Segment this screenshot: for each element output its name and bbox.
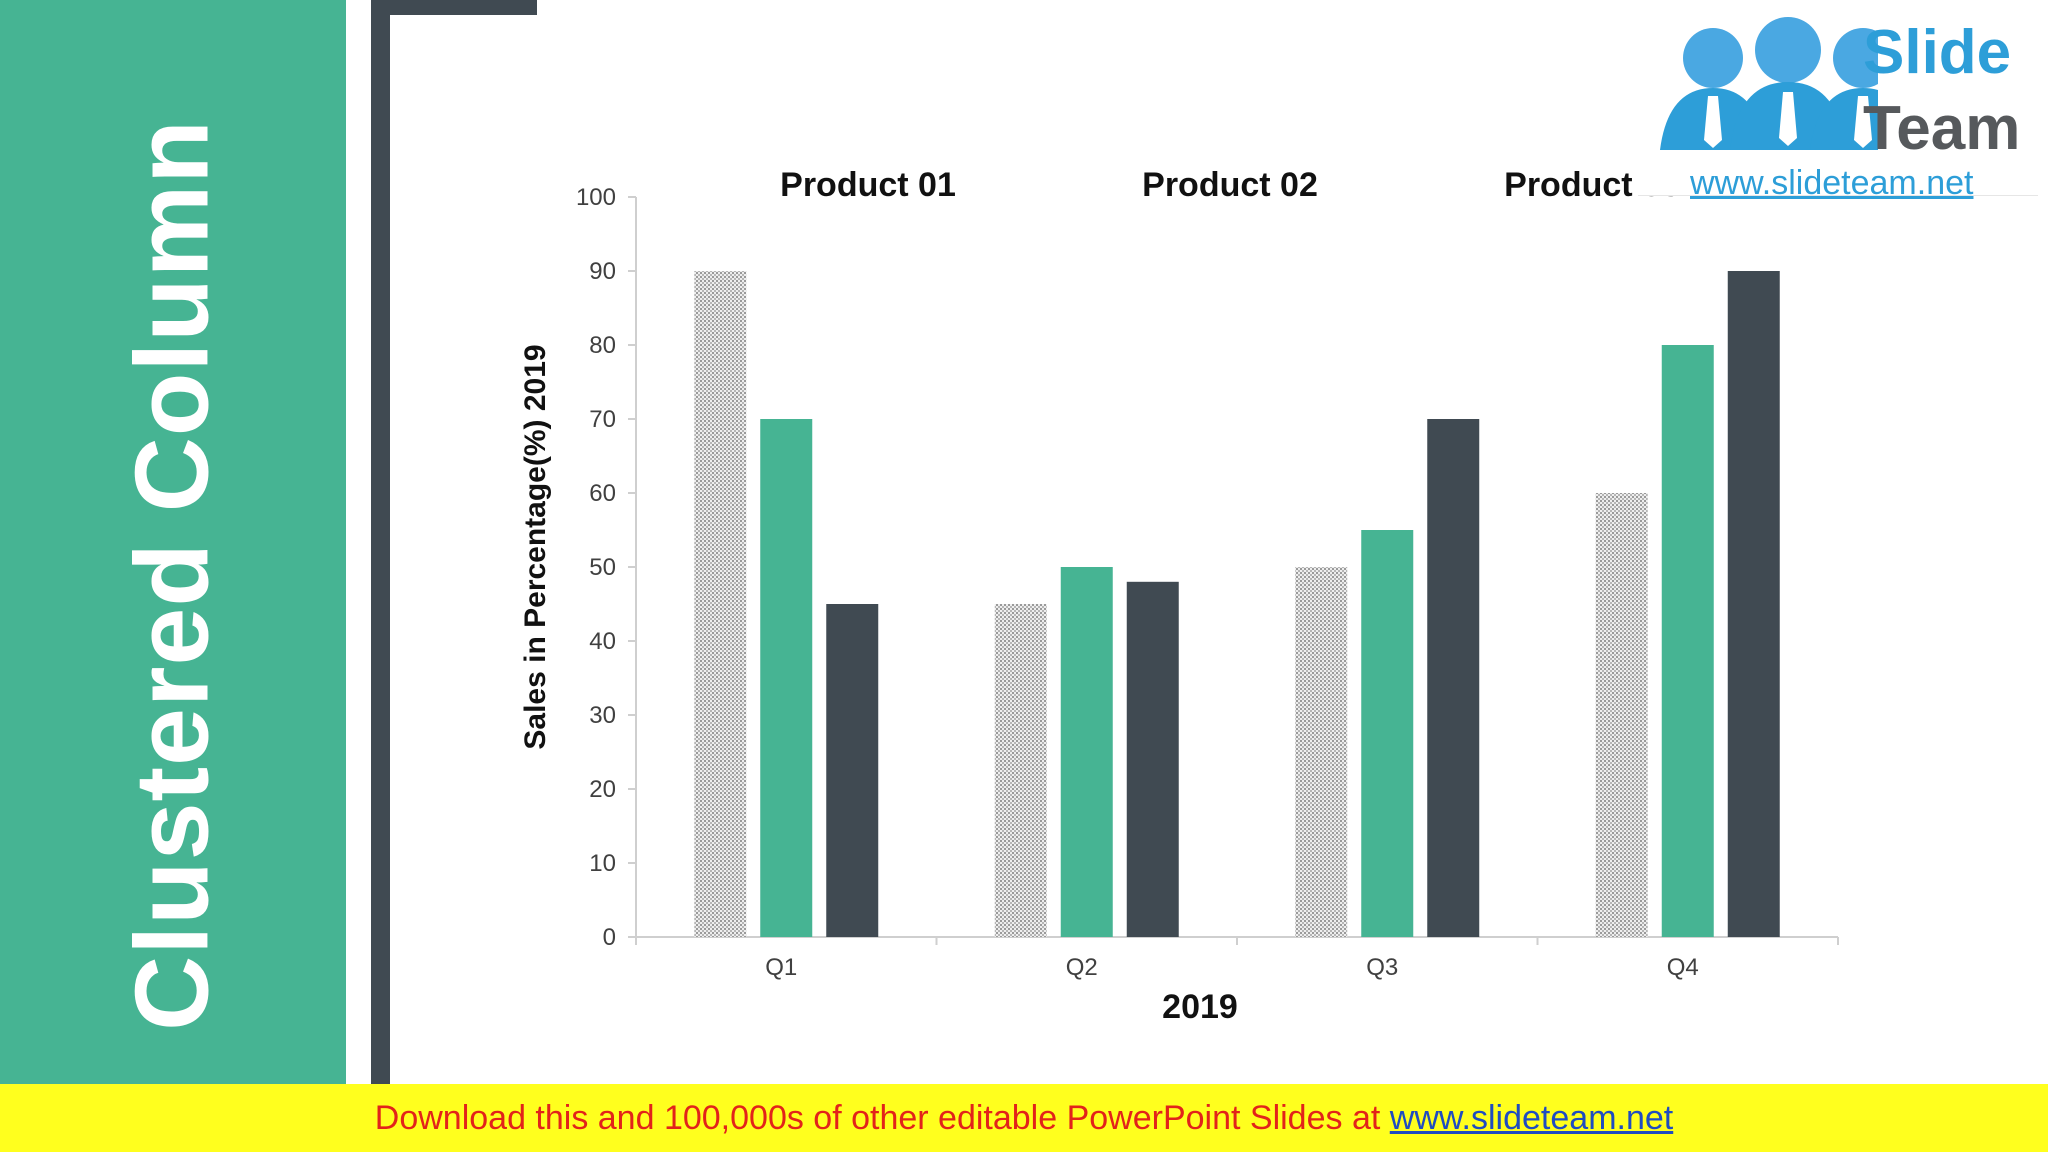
banner-link[interactable]: www.slideteam.net xyxy=(1389,1099,1674,1137)
y-tick-label: 10 xyxy=(589,850,616,877)
accent-bar-top xyxy=(371,0,537,15)
bar-3-q4 xyxy=(1727,271,1780,937)
bar-1-q1 xyxy=(694,271,747,937)
accent-bar xyxy=(371,0,390,1084)
legend-entry-2: Product 02 xyxy=(1142,166,1318,204)
y-tick-label: 40 xyxy=(589,628,616,655)
x-tick-label: Q1 xyxy=(765,954,797,981)
y-tick-label: 20 xyxy=(589,776,616,803)
y-tick-label: 70 xyxy=(589,406,616,433)
y-axis-title: Sales in Percentage(%) 2019 xyxy=(519,344,552,749)
y-tick-label: 30 xyxy=(589,702,616,729)
logo-word-slide: Slide xyxy=(1863,18,2012,87)
x-tick-label: Q3 xyxy=(1366,954,1398,981)
bar-2-q1 xyxy=(760,419,813,937)
slideteam-logo[interactable]: Slide Team www.slideteam.net xyxy=(1638,0,2038,202)
clustered-column-chart: 0 10 20 30 40 50 60 70 80 90 100 Q1 Q2 Q3 Q4 Product 01… xyxy=(519,166,1839,1026)
y-tick-label: 0 xyxy=(603,924,616,951)
logo-word-team: Team xyxy=(1863,94,2021,163)
bar-2-q4 xyxy=(1661,345,1714,937)
y-tick-label: 80 xyxy=(589,332,616,359)
download-banner: Download this and 100,000s of other edit… xyxy=(0,1084,2048,1152)
y-tick-label: 100 xyxy=(576,184,616,211)
bar-1-q3 xyxy=(1295,567,1348,937)
x-tick-label: Q2 xyxy=(1066,954,1098,981)
bar-2-q3 xyxy=(1361,530,1414,937)
banner-text: Download this and 100,000s of other edit… xyxy=(374,1099,1390,1137)
legend-entry-1: Product 01 xyxy=(780,166,956,204)
people-icon xyxy=(1660,17,1878,150)
bar-1-q4 xyxy=(1595,493,1648,937)
x-tick-label: Q4 xyxy=(1667,954,1699,981)
bar-2-q2 xyxy=(1060,567,1113,937)
bar-3-q2 xyxy=(1126,581,1179,937)
y-tick-label: 90 xyxy=(589,258,616,285)
title-sidebar: Clustered Column xyxy=(0,0,346,1084)
bar-1-q2 xyxy=(994,604,1047,937)
y-tick-label: 60 xyxy=(589,480,616,507)
logo-url-link[interactable]: www.slideteam.net xyxy=(1690,164,1974,202)
bar-3-q3 xyxy=(1427,419,1480,937)
x-axis-title: 2019 xyxy=(1162,988,1238,1026)
bar-3-q1 xyxy=(826,604,879,937)
y-tick-label: 50 xyxy=(589,554,616,581)
